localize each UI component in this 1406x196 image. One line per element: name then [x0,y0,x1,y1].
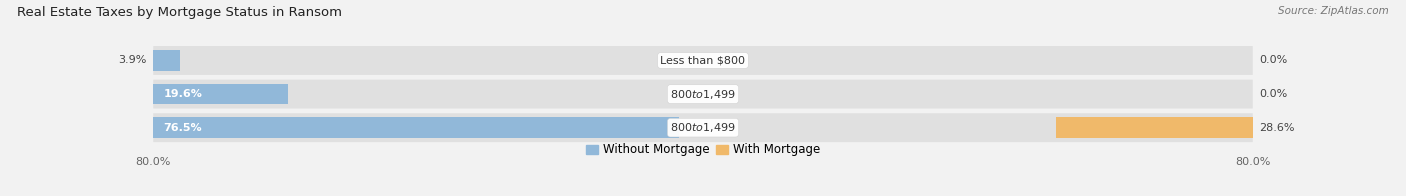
Text: $800 to $1,499: $800 to $1,499 [671,88,735,101]
FancyBboxPatch shape [153,80,1253,109]
Text: Real Estate Taxes by Mortgage Status in Ransom: Real Estate Taxes by Mortgage Status in … [17,6,342,19]
Text: 3.9%: 3.9% [118,55,146,65]
Text: 28.6%: 28.6% [1260,123,1295,133]
Bar [153,117,679,138]
Text: $800 to $1,499: $800 to $1,499 [671,121,735,134]
Text: 0.0%: 0.0% [1260,55,1288,65]
FancyBboxPatch shape [153,46,1253,75]
Text: Less than $800: Less than $800 [661,55,745,65]
Bar [1056,117,1253,138]
Text: 76.5%: 76.5% [163,123,202,133]
Text: 0.0%: 0.0% [1260,89,1288,99]
Bar [153,50,180,71]
Text: Source: ZipAtlas.com: Source: ZipAtlas.com [1278,6,1389,16]
FancyBboxPatch shape [153,113,1253,142]
Text: 19.6%: 19.6% [163,89,202,99]
Bar [153,84,288,104]
Legend: Without Mortgage, With Mortgage: Without Mortgage, With Mortgage [581,139,825,161]
